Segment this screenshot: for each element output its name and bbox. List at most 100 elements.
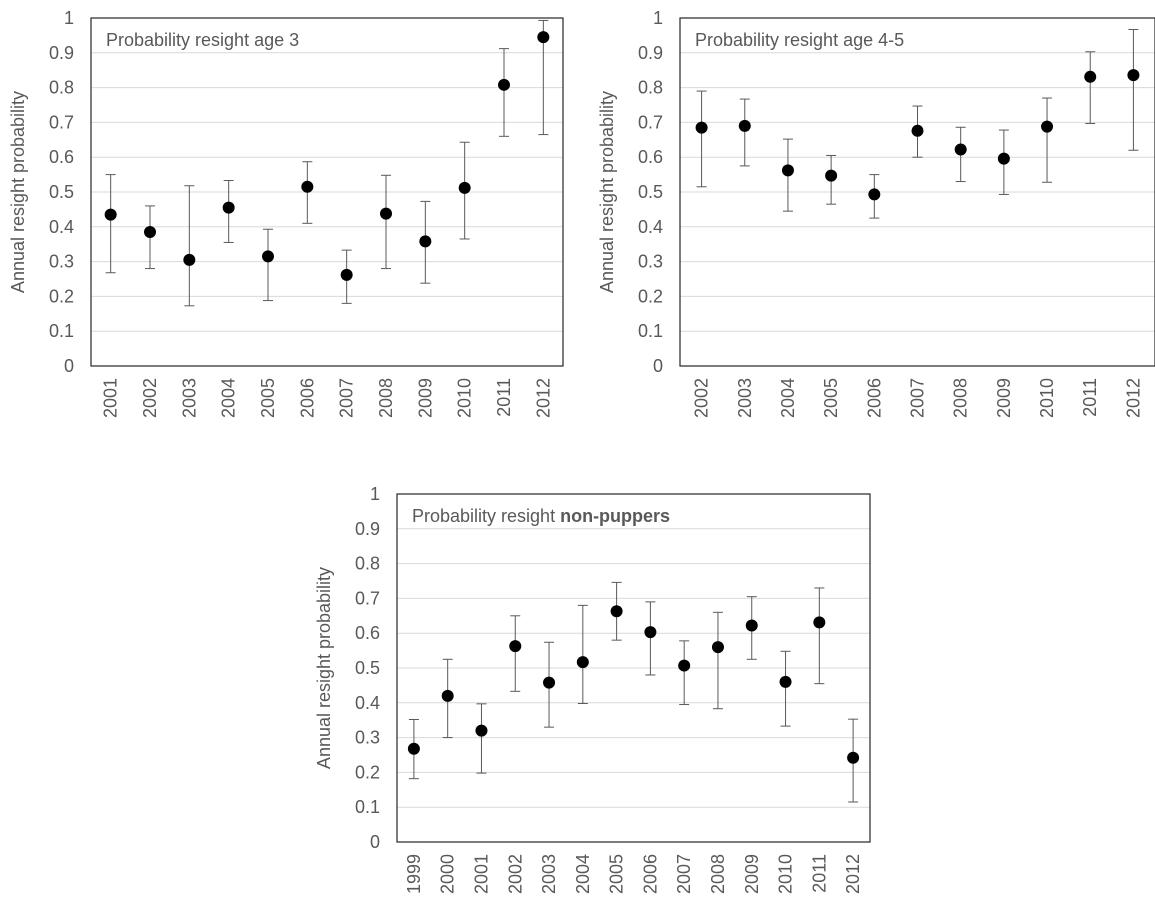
data-point <box>997 152 1010 165</box>
data-point <box>695 121 708 134</box>
chart-non-puppers: 0 0.1 0.2 0.3 0.4 0.5 0.6 0.7 0.8 0.9 1 1999 2000 20… <box>314 484 871 894</box>
y-axis-title: Annual resight probability <box>8 91 28 293</box>
data-point <box>825 169 838 182</box>
y-tick-label: 0 <box>653 356 663 376</box>
x-tick-label: 2007 <box>337 378 357 418</box>
y-tick-label: 0.3 <box>49 252 74 272</box>
y-tick-label: 0.9 <box>355 519 380 539</box>
x-tick-label: 2003 <box>539 854 559 894</box>
data-point <box>441 689 454 702</box>
x-tick-label: 2009 <box>742 854 762 894</box>
x-tick-label: 2005 <box>821 378 841 418</box>
y-tick-label: 0.3 <box>355 728 380 748</box>
x-tick-label: 2004 <box>778 378 798 418</box>
data-point <box>262 250 274 263</box>
data-point <box>610 605 623 618</box>
x-tick-label: 2006 <box>640 854 660 894</box>
y-tick-label: 0.2 <box>638 286 663 306</box>
y-tick-label: 1 <box>653 8 663 28</box>
data-point <box>509 640 522 653</box>
data-point <box>868 188 881 201</box>
x-tick-label: 2005 <box>258 378 278 418</box>
chart-title-emphasis: non-puppers <box>560 506 670 526</box>
data-point <box>779 675 792 688</box>
y-tick-label: 0.8 <box>355 554 380 574</box>
x-tick-label: 2012 <box>843 854 863 894</box>
chart-age-4-5: 0 0.1 0.2 0.3 0.4 0.5 0.6 0.7 0.8 0.9 1 2002 2003 20… <box>597 8 1155 418</box>
data-point <box>1127 69 1140 82</box>
y-tick-label: 0.6 <box>355 623 380 643</box>
x-tick-label: 2004 <box>573 854 593 894</box>
y-tick-label: 0.5 <box>355 658 380 678</box>
x-tick-label: 2011 <box>494 378 514 417</box>
data-point <box>222 201 235 214</box>
data-point <box>144 226 156 239</box>
data-point <box>954 143 967 156</box>
y-tick-label: 0.1 <box>638 321 663 341</box>
y-tick-label: 0.9 <box>638 43 663 63</box>
data-point <box>301 180 314 193</box>
y-axis-title: Annual resight probability <box>597 91 617 293</box>
y-tick-label: 0.8 <box>49 78 74 98</box>
y-tick-label: 0.2 <box>355 762 380 782</box>
y-tick-label: 0.8 <box>638 78 663 98</box>
chart-title: Probability resight non-puppers <box>412 506 670 526</box>
y-tick-label: 0.7 <box>355 588 380 608</box>
chart-title-prefix: Probability resight <box>412 506 560 526</box>
x-tick-label: 2009 <box>415 378 435 418</box>
data-point <box>475 724 488 737</box>
x-tick-label: 2012 <box>1123 378 1143 418</box>
x-tick-label: 2001 <box>101 378 121 418</box>
data-point <box>1084 70 1097 83</box>
y-tick-label: 0 <box>370 832 380 852</box>
data-point <box>407 742 420 755</box>
data-point <box>183 253 196 266</box>
y-tick-label: 0.1 <box>49 321 74 341</box>
x-tick-label: 2008 <box>951 378 971 418</box>
y-tick-label: 0.9 <box>49 43 74 63</box>
y-tick-label: 0.6 <box>638 147 663 167</box>
x-tick-label: 2012 <box>533 378 553 418</box>
data-point <box>644 626 657 639</box>
x-tick-label: 2006 <box>864 378 884 418</box>
x-tick-label: 2002 <box>505 854 525 894</box>
x-tick-label: 2006 <box>297 378 317 418</box>
data-point <box>678 659 691 672</box>
x-tick-label: 2002 <box>140 378 160 418</box>
y-axis-title: Annual resight probability <box>314 567 334 769</box>
chart-title: Probability resight age 4-5 <box>695 30 904 50</box>
x-tick-label: 2010 <box>776 854 796 894</box>
y-tick-label: 0.3 <box>638 252 663 272</box>
x-tick-label: 2007 <box>674 854 694 894</box>
x-tick-label: 2003 <box>735 378 755 418</box>
x-tick-label: 2010 <box>1037 378 1057 418</box>
data-point <box>745 619 758 632</box>
data-point <box>104 208 117 221</box>
data-point <box>847 751 860 764</box>
y-tick-label: 1 <box>64 8 74 28</box>
data-point <box>458 181 471 194</box>
y-tick-label: 1 <box>370 484 380 504</box>
x-tick-label: 2010 <box>455 378 475 418</box>
y-tick-label: 0.2 <box>49 286 74 306</box>
x-tick-label: 2008 <box>708 854 728 894</box>
x-tick-label: 2004 <box>219 378 239 418</box>
x-tick-label: 2003 <box>179 378 199 418</box>
y-tick-label: 0.4 <box>355 693 380 713</box>
data-point <box>576 656 589 669</box>
data-point <box>498 78 510 91</box>
y-tick-label: 0.4 <box>49 217 74 237</box>
y-tick-label: 0.6 <box>49 147 74 167</box>
x-tick-label: 2000 <box>438 854 458 894</box>
data-point <box>537 31 550 44</box>
data-point <box>419 235 432 248</box>
data-point <box>340 268 353 281</box>
data-point <box>911 124 924 137</box>
data-point <box>543 676 556 689</box>
y-tick-label: 0.1 <box>355 797 380 817</box>
plot-area-frame <box>90 17 564 367</box>
y-tick-label: 0.4 <box>638 217 663 237</box>
data-point <box>711 641 724 654</box>
y-tick-label: 0 <box>64 356 74 376</box>
x-tick-label: 2001 <box>471 854 491 894</box>
